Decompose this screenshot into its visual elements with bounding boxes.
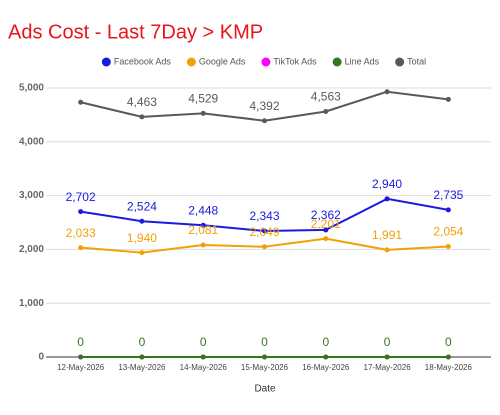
data-point bbox=[78, 245, 84, 251]
y-tick-label: 4,000 bbox=[19, 136, 44, 147]
legend-marker bbox=[186, 57, 196, 67]
data-label: 2,735 bbox=[433, 188, 463, 202]
data-label: 2,201 bbox=[311, 217, 341, 231]
legend-label: TikTok Ads bbox=[273, 56, 317, 66]
x-tick-label: 16-May-2026 bbox=[302, 363, 350, 372]
data-point bbox=[323, 354, 329, 360]
data-point bbox=[445, 96, 451, 102]
data-point bbox=[262, 244, 267, 250]
legend-marker bbox=[261, 57, 271, 67]
y-tick-label: 2,000 bbox=[19, 244, 44, 255]
legend-marker bbox=[395, 57, 405, 67]
data-label: 4,529 bbox=[188, 92, 218, 106]
y-tick-label: 3,000 bbox=[19, 190, 44, 201]
data-point bbox=[323, 236, 329, 242]
data-label: 0 bbox=[139, 335, 146, 349]
data-point bbox=[78, 209, 84, 215]
data-label: 2,081 bbox=[188, 223, 218, 237]
data-point bbox=[200, 354, 206, 360]
data-point bbox=[445, 354, 451, 360]
data-label: 2,362 bbox=[311, 208, 341, 222]
data-point bbox=[200, 222, 206, 228]
y-tick-label: 0 bbox=[38, 352, 44, 363]
data-point bbox=[200, 242, 206, 248]
data-label: 4,392 bbox=[249, 99, 279, 113]
data-label: 2,049 bbox=[249, 225, 279, 239]
data-label: 0 bbox=[445, 335, 452, 349]
legend-label: Line Ads bbox=[345, 56, 380, 66]
data-point bbox=[139, 218, 145, 224]
data-label: 2,054 bbox=[433, 225, 463, 239]
data-point bbox=[262, 118, 267, 124]
legend-label: Google Ads bbox=[199, 56, 246, 66]
chart-title: Ads Cost - Last 7Day > KMP bbox=[8, 21, 263, 43]
data-label: 0 bbox=[77, 335, 84, 349]
data-point bbox=[384, 247, 390, 253]
x-tick-label: 17-May-2026 bbox=[364, 363, 412, 372]
data-point bbox=[384, 354, 390, 360]
legend-marker bbox=[332, 57, 342, 67]
legend-marker bbox=[101, 57, 111, 67]
y-tick-label: 5,000 bbox=[19, 83, 44, 94]
data-label: 2,702 bbox=[66, 190, 96, 204]
data-label: 4,463 bbox=[127, 95, 157, 109]
y-tick-label: 1,000 bbox=[19, 298, 44, 309]
data-point bbox=[78, 99, 84, 105]
data-point bbox=[139, 354, 145, 360]
data-point bbox=[445, 207, 451, 213]
data-label: 4,563 bbox=[311, 90, 341, 104]
legend-label: Total bbox=[407, 56, 426, 66]
x-tick-label: 13-May-2026 bbox=[118, 363, 166, 372]
data-point bbox=[384, 89, 390, 95]
data-label: 2,940 bbox=[372, 177, 402, 191]
data-point bbox=[139, 114, 145, 120]
data-label: 0 bbox=[322, 335, 329, 349]
data-point bbox=[384, 196, 390, 202]
data-label: 2,343 bbox=[249, 209, 279, 223]
data-label: 0 bbox=[261, 335, 268, 349]
data-label: 1,991 bbox=[372, 228, 402, 242]
data-point bbox=[323, 227, 329, 233]
data-point bbox=[78, 354, 84, 360]
data-label: 2,033 bbox=[66, 226, 96, 240]
data-point bbox=[445, 243, 451, 249]
x-tick-label: 15-May-2026 bbox=[241, 363, 289, 372]
data-label: 0 bbox=[384, 335, 391, 349]
data-point bbox=[262, 354, 267, 360]
data-label: 1,940 bbox=[127, 231, 157, 245]
data-label: 0 bbox=[200, 335, 207, 349]
x-tick-label: 18-May-2026 bbox=[425, 363, 473, 372]
data-label: 2,524 bbox=[127, 199, 157, 213]
legend-label: Facebook Ads bbox=[114, 56, 172, 66]
data-label: 2,448 bbox=[188, 203, 218, 217]
data-point bbox=[262, 228, 267, 234]
x-tick-label: 14-May-2026 bbox=[180, 363, 228, 372]
x-tick-label: 12-May-2026 bbox=[57, 363, 105, 372]
x-axis-title: Date bbox=[254, 384, 276, 395]
data-point bbox=[139, 250, 145, 256]
data-point bbox=[200, 110, 206, 116]
data-point bbox=[323, 109, 329, 115]
